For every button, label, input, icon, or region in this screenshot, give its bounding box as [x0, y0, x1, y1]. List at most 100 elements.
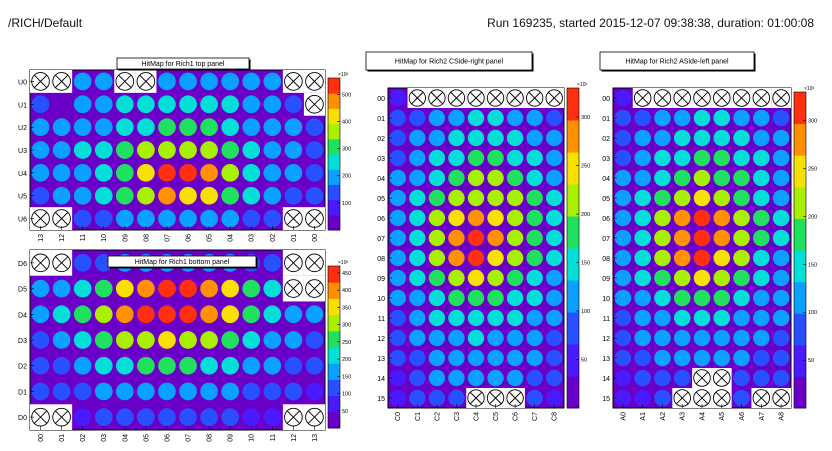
hit-cell	[428, 329, 446, 347]
hit-cell	[389, 209, 406, 227]
hit-cell	[753, 349, 770, 367]
hit-cell	[31, 141, 50, 159]
column-label: 12	[59, 234, 66, 242]
hit-cell	[305, 382, 324, 401]
hit-cell	[179, 408, 197, 426]
row-label: 02	[377, 136, 385, 143]
column-label: C8	[552, 412, 559, 421]
hit-cell	[526, 109, 543, 127]
chart-title: HitMap for Rich1 top panel	[142, 61, 225, 68]
hit-cell	[137, 209, 155, 228]
hit-cell	[467, 289, 485, 307]
hit-cell	[506, 249, 524, 267]
colorbar-frame	[793, 91, 807, 409]
hit-cell	[242, 164, 261, 182]
hit-cell	[137, 305, 155, 324]
colorbar-segment	[328, 395, 340, 413]
hit-cell	[200, 72, 218, 91]
colorbar-segment	[328, 169, 340, 185]
hit-cell	[242, 356, 261, 375]
column-label: A2	[660, 412, 667, 421]
hit-cell	[693, 109, 711, 127]
disabled-channel-icon	[52, 253, 71, 273]
colorbar-segment	[794, 186, 806, 219]
hit-cell	[94, 331, 113, 349]
colorbar-segment	[328, 330, 340, 348]
hit-cell	[487, 129, 504, 147]
row-label: U2	[18, 125, 27, 132]
hit-cell	[733, 109, 750, 127]
hit-cell	[448, 269, 465, 287]
hit-cell	[221, 118, 240, 136]
column-label: 10	[249, 434, 256, 442]
hit-cell	[448, 369, 465, 387]
hit-cell	[389, 269, 406, 287]
hit-cell	[31, 118, 50, 136]
column-label: 09	[122, 234, 129, 242]
hit-cell	[526, 269, 543, 287]
hit-cell	[428, 349, 446, 367]
hit-cell	[467, 329, 485, 347]
hit-cell	[158, 72, 176, 91]
row-label: U0	[18, 79, 27, 86]
hit-cell	[409, 249, 426, 267]
hit-cell	[673, 329, 691, 347]
disabled-channel-icon	[713, 89, 731, 107]
hit-cell	[73, 382, 92, 401]
hit-cell	[693, 149, 711, 167]
hit-cell	[389, 329, 406, 347]
hit-cell	[753, 269, 770, 287]
hit-cell	[693, 329, 711, 347]
colorbar-frame	[327, 265, 341, 429]
hit-cell	[52, 164, 71, 182]
disabled-channel-icon	[653, 89, 672, 107]
hit-cell	[487, 229, 504, 247]
hit-cell	[200, 186, 218, 205]
hit-cell	[284, 186, 303, 205]
hit-cell	[733, 149, 750, 167]
colorbar-segment	[328, 314, 340, 332]
hit-cell	[673, 349, 691, 367]
hit-cell	[73, 209, 92, 228]
hit-cell	[467, 229, 485, 247]
title-box	[116, 57, 250, 70]
colorbar-tick-label: 350	[342, 305, 351, 311]
hit-cell	[409, 309, 426, 327]
hit-cell	[284, 305, 303, 324]
hit-cell	[31, 164, 50, 182]
hit-cell	[487, 349, 504, 367]
hit-cell	[654, 109, 671, 127]
hit-cell	[115, 209, 134, 228]
hit-cell	[73, 305, 92, 324]
hit-cell	[614, 209, 632, 227]
hit-cell	[546, 189, 563, 207]
hit-cell	[713, 189, 731, 207]
hit-cell	[673, 269, 691, 287]
colorbar-tick-label: 250	[808, 167, 817, 173]
row-label: D1	[18, 389, 27, 396]
row-label: U6	[18, 217, 27, 224]
hit-cell	[772, 289, 790, 307]
hit-cell	[733, 209, 750, 227]
column-label: A3	[680, 412, 687, 421]
column-label: 13	[312, 434, 319, 442]
column-label: 08	[207, 434, 214, 442]
hit-cell	[526, 249, 543, 267]
hit-cell	[753, 329, 770, 347]
row-label: 00	[377, 96, 385, 103]
disabled-channel-icon	[52, 72, 71, 91]
column-label: 05	[207, 234, 214, 242]
hit-cell	[179, 141, 197, 159]
column-label: 10	[101, 234, 108, 242]
hit-cell	[94, 356, 113, 375]
column-label: A7	[759, 412, 766, 421]
hit-cell	[200, 382, 218, 401]
hit-cell	[409, 189, 426, 207]
hit-cell	[634, 349, 651, 367]
hit-cell	[634, 369, 651, 387]
hit-cell	[673, 189, 691, 207]
hit-cell	[73, 279, 92, 298]
hit-cell	[158, 118, 176, 136]
colorbar-tick-label: 150	[808, 262, 817, 268]
hit-cell	[263, 382, 282, 401]
